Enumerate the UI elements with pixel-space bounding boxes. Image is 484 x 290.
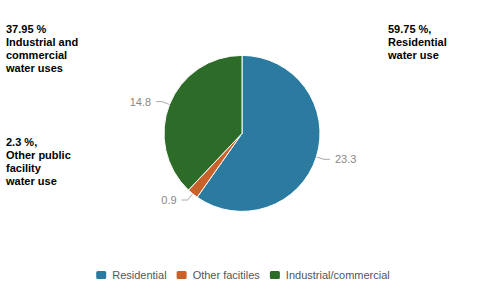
svg-text:Other facitiles: Other facitiles	[193, 269, 261, 281]
svg-text:facility: facility	[6, 162, 42, 174]
svg-text:commercial: commercial	[6, 49, 67, 61]
svg-text:water use: water use	[5, 175, 57, 187]
svg-text:59.75 %,: 59.75 %,	[388, 23, 431, 35]
svg-text:37.95 %: 37.95 %	[6, 23, 47, 35]
svg-text:14.8: 14.8	[130, 96, 151, 108]
svg-text:0.9: 0.9	[161, 194, 176, 206]
svg-text:water uses: water uses	[5, 62, 63, 74]
svg-text:Residential: Residential	[388, 36, 447, 48]
svg-text:Residential: Residential	[112, 269, 166, 281]
svg-text:Industrial/commercial: Industrial/commercial	[286, 269, 390, 281]
svg-text:Other public: Other public	[6, 149, 71, 161]
svg-text:23.3: 23.3	[335, 153, 356, 165]
svg-text:water use: water use	[387, 49, 439, 61]
svg-text:Industrial and: Industrial and	[6, 36, 78, 48]
svg-text:2.3 %,: 2.3 %,	[6, 136, 37, 148]
